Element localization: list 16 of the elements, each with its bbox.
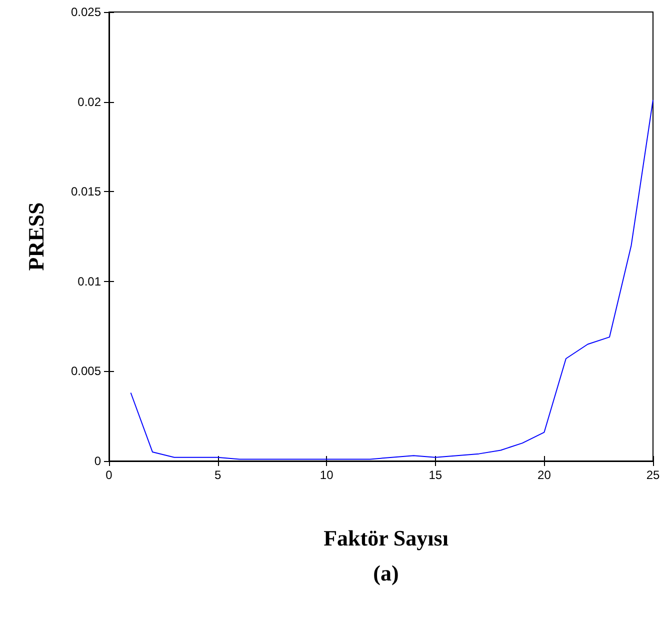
x-axis-title: Faktör Sayısı (324, 526, 448, 550)
text: (a) (373, 560, 399, 586)
line-series (130, 100, 654, 460)
x-tick-label: 25 (646, 468, 660, 482)
x-tick-label: 10 (320, 468, 334, 482)
y-tick-label: 0 (94, 454, 102, 468)
x-tick-label: 0 (106, 468, 113, 482)
y-axis-title: PRESS (24, 202, 48, 271)
y-tick-label: 0.025 (70, 5, 102, 19)
x-tick-label: 15 (428, 468, 442, 482)
x-tick-label: 20 (538, 468, 552, 482)
y-tick-label: 0.015 (70, 184, 102, 199)
x-tick-label: 5 (214, 468, 222, 482)
y-tick-label: 0.01 (78, 274, 102, 288)
y-tick-label: 0.005 (70, 364, 102, 378)
y-tick-label: 0.02 (78, 94, 102, 109)
